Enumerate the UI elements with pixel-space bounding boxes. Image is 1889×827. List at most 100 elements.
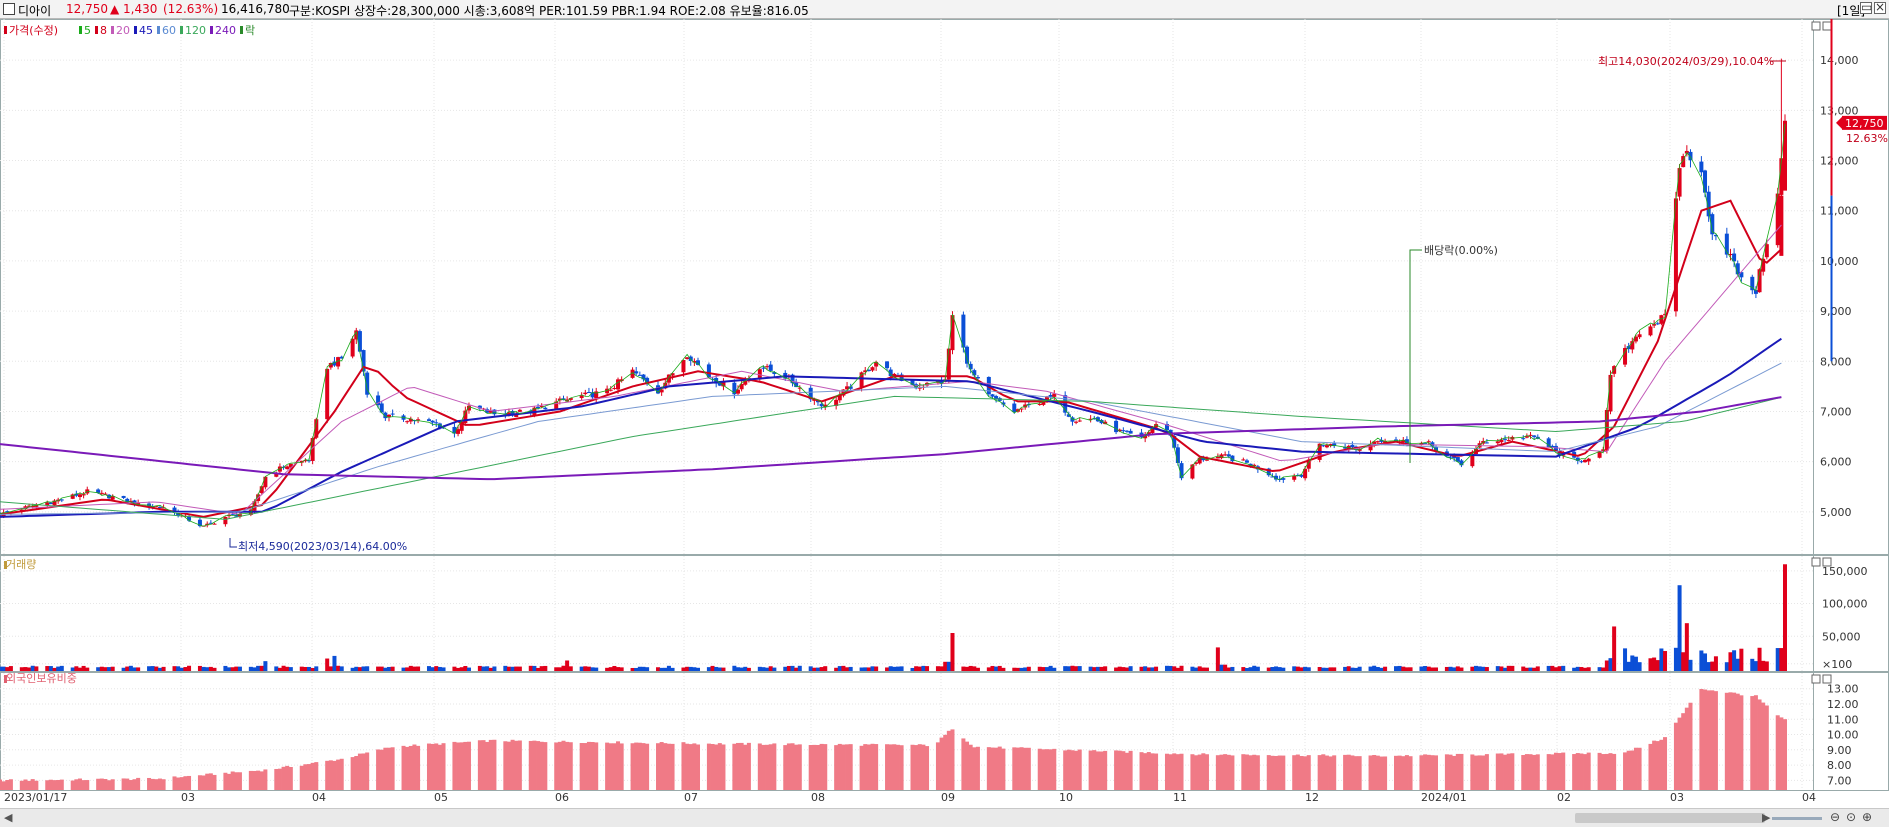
zoom-out-icon[interactable]: ⊖ <box>1830 810 1841 824</box>
price-tag-box <box>1842 115 1887 130</box>
ownership-bar <box>990 747 995 790</box>
scroll-thumb[interactable] <box>1575 813 1765 823</box>
ownership-bar <box>30 779 35 790</box>
candle-body <box>1506 440 1511 442</box>
ownership-bar <box>885 744 890 790</box>
window-icon[interactable] <box>3 3 15 15</box>
candle-body <box>1423 442 1428 444</box>
volume-bar <box>1572 667 1577 671</box>
ownership-bar <box>895 744 900 790</box>
volume-bar <box>783 666 788 671</box>
candle-body <box>1528 434 1533 436</box>
candle-body <box>819 403 824 407</box>
candle-body <box>1550 445 1555 448</box>
volume-bar <box>1103 666 1108 671</box>
volume-bar <box>1012 667 1017 671</box>
ownership-bar <box>1699 688 1704 790</box>
x-tick-label: 2024/01 <box>1421 791 1467 804</box>
ownership-bar <box>1557 753 1562 790</box>
ownership-bar <box>612 743 617 790</box>
ownership-bar <box>1248 755 1253 790</box>
panel-close-icon[interactable] <box>1822 557 1832 567</box>
ownership-bar <box>1088 750 1093 790</box>
zoom-slider[interactable] <box>1772 817 1822 820</box>
ownership-bar <box>1455 753 1460 790</box>
volume-bar <box>1430 667 1435 671</box>
ownership-bar <box>74 779 79 790</box>
ownership-bar <box>1143 753 1148 790</box>
scroll-left-icon[interactable]: ◀ <box>4 811 13 824</box>
candle-body <box>1274 475 1279 480</box>
volume-bar <box>645 667 650 671</box>
ownership-bar <box>1775 715 1780 790</box>
ownership-bar <box>1074 750 1079 790</box>
restore-icon[interactable]: ▭ <box>1860 0 1873 14</box>
period-label[interactable]: [1일] <box>1837 4 1866 18</box>
ownership-bar <box>452 741 457 790</box>
ownership-bar <box>45 780 50 790</box>
candle-body <box>1579 461 1584 463</box>
zoom-in-icon[interactable]: ⊕ <box>1862 810 1873 824</box>
y-tick-label: 100,000 <box>1822 598 1868 611</box>
candle-body <box>1532 435 1537 437</box>
volume-bar <box>274 666 279 671</box>
ownership-bar <box>743 744 748 790</box>
scroll-right-icon[interactable]: ▶ <box>1762 811 1771 824</box>
ownership-bar <box>765 744 770 790</box>
ownership-bar <box>554 742 559 790</box>
candle-body <box>1775 193 1780 246</box>
candle-body <box>1197 457 1202 464</box>
ownership-bar <box>456 742 461 790</box>
ownership-bar <box>1274 755 1279 790</box>
volume-bar <box>863 667 868 671</box>
volume-bar <box>1095 666 1100 671</box>
ownership-bar <box>605 742 610 790</box>
volume-bar <box>277 667 282 671</box>
panel-close-icon[interactable] <box>1822 21 1832 31</box>
ownership-bar <box>786 743 791 790</box>
volume-bar <box>1092 667 1097 671</box>
panel-restore-icon[interactable] <box>1811 674 1821 684</box>
ownership-bar <box>517 740 522 790</box>
candle-body <box>390 413 395 415</box>
volume-bar <box>1346 666 1351 671</box>
candle-body <box>914 384 919 389</box>
candle-body <box>110 496 115 500</box>
volume-bar <box>1623 648 1628 671</box>
chart-scrollbar[interactable]: ◀ ▶ ⊖ ⊙ ⊕ <box>0 808 1889 827</box>
ownership-bar <box>1677 717 1682 790</box>
candle-body <box>1215 456 1220 459</box>
volume-bar <box>608 667 613 671</box>
candle-body <box>1088 418 1093 420</box>
candle-body <box>1459 460 1464 466</box>
close-icon[interactable]: × <box>1874 0 1886 14</box>
ownership-bar <box>1532 754 1537 790</box>
ownership-bar <box>714 744 719 790</box>
volume-bar <box>1223 664 1228 671</box>
candle-body <box>583 392 588 395</box>
candle-body <box>1190 464 1195 479</box>
ownership-bar <box>1659 739 1664 790</box>
volume-bar <box>848 666 853 671</box>
volume-bar <box>234 666 239 671</box>
candle-body <box>1735 263 1740 275</box>
panel-close-icon[interactable] <box>1822 674 1832 684</box>
candle-body <box>1557 450 1562 456</box>
ownership-bar <box>1633 747 1638 790</box>
volume-bar <box>1023 667 1028 671</box>
ownership-bar <box>834 745 839 790</box>
volume-bar <box>237 666 242 671</box>
candle-body <box>866 369 871 372</box>
panel-restore-icon[interactable] <box>1811 557 1821 567</box>
zoom-reset-icon[interactable]: ⊙ <box>1846 810 1857 824</box>
ownership-bar <box>1230 755 1235 790</box>
ownership-bar <box>659 742 664 790</box>
candle-body <box>1688 151 1693 161</box>
ownership-bar <box>426 743 431 790</box>
panel-restore-icon[interactable] <box>1811 21 1821 31</box>
candle-body <box>739 384 744 390</box>
ownership-bar <box>1204 754 1209 790</box>
candle-body <box>1732 253 1737 262</box>
y-tick-label: 13,000 <box>1820 104 1859 117</box>
ownership-bar <box>405 746 410 790</box>
